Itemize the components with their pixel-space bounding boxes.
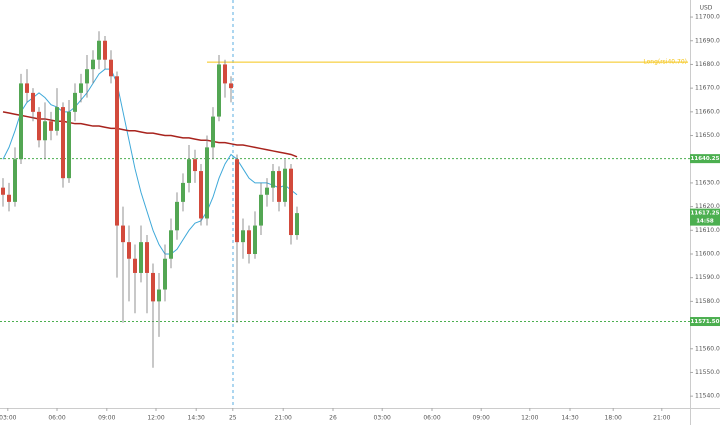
x-tick-label: 09:00 [473,415,490,422]
last-price-label: 11617.25 [691,211,720,217]
candle-body [43,121,47,141]
y-tick-label: 11680.00 [695,61,720,68]
candle-body [127,242,131,259]
candle-body [205,147,209,219]
y-tick-label: 11600.00 [695,250,720,257]
x-tick-label: 14:30 [188,415,205,422]
countdown: 14:58 [696,219,714,225]
candle-body [295,213,299,236]
candle-body [37,111,41,141]
level-label-bg [690,317,720,327]
y-tick-label: 11550.00 [695,369,720,376]
candle-body [247,230,251,254]
y-tick-label: 11560.00 [695,345,720,352]
x-tick-label: 12:00 [147,415,164,422]
candle-body [283,168,287,202]
candle-body [169,230,173,259]
moving-average [2,68,298,255]
candle-body [253,225,257,254]
candle-body [73,92,77,112]
candle-body [7,194,11,202]
candle-body [193,159,197,172]
x-tick-label: 06:00 [48,415,65,422]
candle-body [289,168,293,236]
candle-body [271,171,275,188]
x-tick-label: 26 [329,415,337,422]
level-label-bg [690,154,720,164]
candle-body [109,59,113,77]
level-label: 11571.50 [691,319,720,325]
y-tick-label: 11660.00 [695,108,720,115]
candle-body [265,187,269,195]
x-tick-label: 21:00 [275,415,292,422]
level-label: 11640.25 [691,156,720,162]
candle-body [217,64,221,117]
candle-body [61,107,65,179]
candle-body [163,258,167,290]
candle-body [277,171,281,202]
candle-body [187,159,191,183]
candle-body [151,272,155,302]
candle-body [157,289,161,302]
candle-body [91,59,95,70]
candle-body [115,76,119,226]
signal-text: Long(rsi40.70) [643,59,687,66]
candle-body [121,225,125,243]
candle-body [175,201,179,231]
candle-body [1,187,5,195]
candle-body [211,116,215,148]
candle-body [181,182,185,202]
candle-body [229,83,233,89]
y-tick-label: 11610.00 [695,227,720,234]
candle-body [55,107,59,131]
candle-body [133,258,137,273]
x-tick-label: 18:00 [605,415,622,422]
x-tick-label: 06:00 [423,415,440,422]
x-tick-label: 21:00 [653,415,670,422]
x-tick-label: 12:00 [521,415,538,422]
candle-body [145,242,149,273]
candle-body [139,242,143,273]
candle-body [25,83,29,93]
y-tick-label: 11700.00 [695,14,720,21]
currency: USD [700,5,713,12]
candle-body [19,83,23,160]
y-tick-label: 11630.00 [695,179,720,186]
y-tick-label: 11690.00 [695,37,720,44]
x-tick-label: 03:00 [0,415,17,422]
x-tick-label: 14:30 [561,415,578,422]
candle-body [223,64,227,84]
x-tick-label: 09:00 [98,415,115,422]
last-price-bg [690,208,720,226]
candle-body [103,40,107,60]
y-tick-label: 11580.00 [695,298,720,305]
candle-body [79,83,83,93]
x-tick-label: 03:00 [374,415,391,422]
y-tick-label: 11590.00 [695,274,720,281]
moving-average [2,111,298,158]
candle-body [199,171,203,219]
candle-body [31,92,35,112]
y-tick-label: 11620.00 [695,203,720,210]
y-tick-label: 11670.00 [695,85,720,92]
candle-body [97,40,101,60]
candle-body [49,121,53,131]
y-tick-label: 11540.00 [695,393,720,400]
candle-body [13,159,17,202]
x-tick-label: 25 [229,415,237,422]
candle-body [235,159,239,243]
candle-body [67,111,71,179]
candle-body [259,194,263,226]
candle-body [85,69,89,84]
candle-body [241,230,245,243]
y-tick-label: 11650.00 [695,132,720,139]
